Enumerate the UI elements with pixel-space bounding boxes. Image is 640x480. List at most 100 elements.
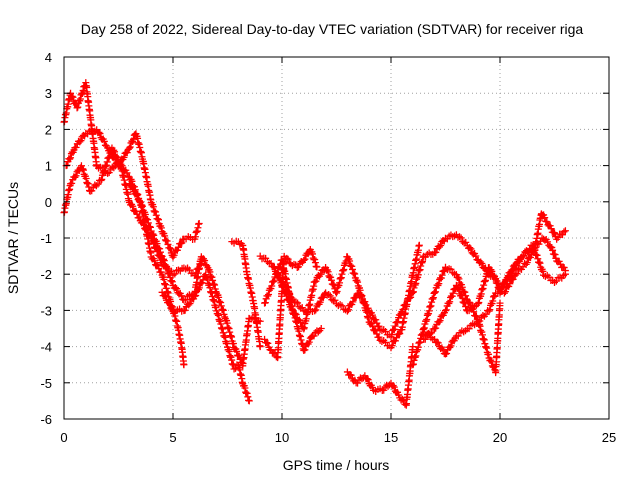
- data-point: [323, 291, 331, 299]
- data-point: [311, 256, 319, 264]
- data-point: [435, 280, 443, 288]
- data-point: [265, 290, 273, 298]
- data-point: [415, 241, 423, 249]
- data-point: [128, 183, 136, 191]
- data-point: [535, 258, 543, 266]
- data-point: [160, 292, 168, 300]
- data-point: [477, 258, 485, 266]
- data-point: [523, 258, 531, 266]
- data-point: [282, 292, 290, 300]
- data-point: [546, 242, 554, 250]
- y-tick-label: 2: [45, 122, 52, 137]
- data-point: [238, 358, 246, 366]
- data-point: [133, 210, 141, 218]
- data-point: [364, 376, 372, 384]
- data-point: [105, 154, 113, 162]
- data-point: [150, 231, 158, 239]
- data-point: [166, 300, 174, 308]
- data-point: [160, 257, 168, 265]
- data-point: [126, 143, 134, 151]
- data-point: [84, 180, 92, 188]
- data-point: [152, 211, 160, 219]
- data-point: [195, 284, 203, 292]
- data-point: [275, 274, 283, 282]
- data-point: [261, 299, 269, 307]
- data-point: [390, 325, 398, 333]
- data-point: [170, 251, 178, 259]
- data-point: [346, 261, 354, 269]
- data-point: [142, 215, 150, 223]
- data-point: [77, 137, 85, 145]
- data-point: [94, 180, 102, 188]
- data-point: [280, 287, 288, 295]
- data-point: [100, 167, 108, 175]
- data-point: [497, 284, 505, 292]
- data-point: [233, 347, 241, 355]
- data-point: [161, 292, 169, 300]
- data-point: [348, 262, 356, 270]
- data-point: [171, 284, 179, 292]
- data-point: [72, 143, 80, 151]
- data-point: [401, 400, 409, 408]
- data-point: [152, 208, 160, 216]
- data-point: [317, 325, 325, 332]
- data-points: [60, 79, 569, 409]
- data-point: [344, 306, 352, 314]
- data-point: [309, 254, 317, 262]
- data-point: [108, 163, 116, 171]
- data-point: [442, 307, 449, 315]
- data-point: [266, 346, 274, 354]
- data-point: [111, 148, 119, 156]
- data-point: [489, 293, 497, 301]
- data-point: [435, 243, 443, 251]
- data-point: [264, 292, 272, 300]
- data-point: [256, 343, 264, 351]
- data-point: [206, 268, 214, 276]
- data-point: [101, 163, 109, 171]
- data-point: [434, 339, 442, 347]
- data-point: [467, 245, 475, 253]
- data-point: [496, 285, 504, 293]
- data-point: [551, 251, 559, 259]
- data-point: [539, 267, 547, 275]
- data-point: [431, 289, 439, 297]
- data-point: [125, 144, 133, 152]
- data-point: [215, 293, 223, 301]
- data-point: [442, 306, 450, 314]
- data-point: [180, 361, 188, 369]
- data-point: [235, 352, 243, 360]
- data-point: [178, 239, 186, 247]
- data-point: [144, 219, 152, 227]
- data-point: [443, 349, 451, 357]
- data-point: [435, 318, 443, 326]
- data-point: [67, 154, 75, 162]
- x-tick-labels: 0 5 10 15 20 25: [60, 430, 616, 445]
- data-point: [192, 292, 200, 300]
- data-point: [518, 253, 526, 261]
- series-track-i: [261, 241, 423, 352]
- data-point: [68, 92, 76, 100]
- data-point: [264, 339, 272, 347]
- data-point: [301, 255, 309, 263]
- data-point: [438, 271, 446, 279]
- data-point: [191, 292, 199, 300]
- y-tick-label: 0: [45, 195, 52, 210]
- series-track-a: [60, 79, 188, 369]
- data-point: [541, 214, 549, 222]
- data-point: [157, 224, 165, 232]
- data-point: [289, 309, 297, 317]
- series-track-e: [158, 271, 253, 405]
- data-point: [494, 280, 502, 288]
- data-point: [432, 248, 440, 256]
- x-tick-label: 25: [602, 430, 616, 445]
- data-point: [348, 265, 356, 273]
- data-point: [285, 296, 293, 304]
- data-point: [209, 276, 217, 284]
- data-point: [186, 299, 194, 307]
- data-point: [300, 256, 308, 264]
- data-point: [485, 307, 493, 315]
- data-point: [144, 216, 152, 224]
- data-point: [496, 299, 504, 307]
- data-point: [295, 263, 303, 271]
- data-point: [470, 308, 478, 316]
